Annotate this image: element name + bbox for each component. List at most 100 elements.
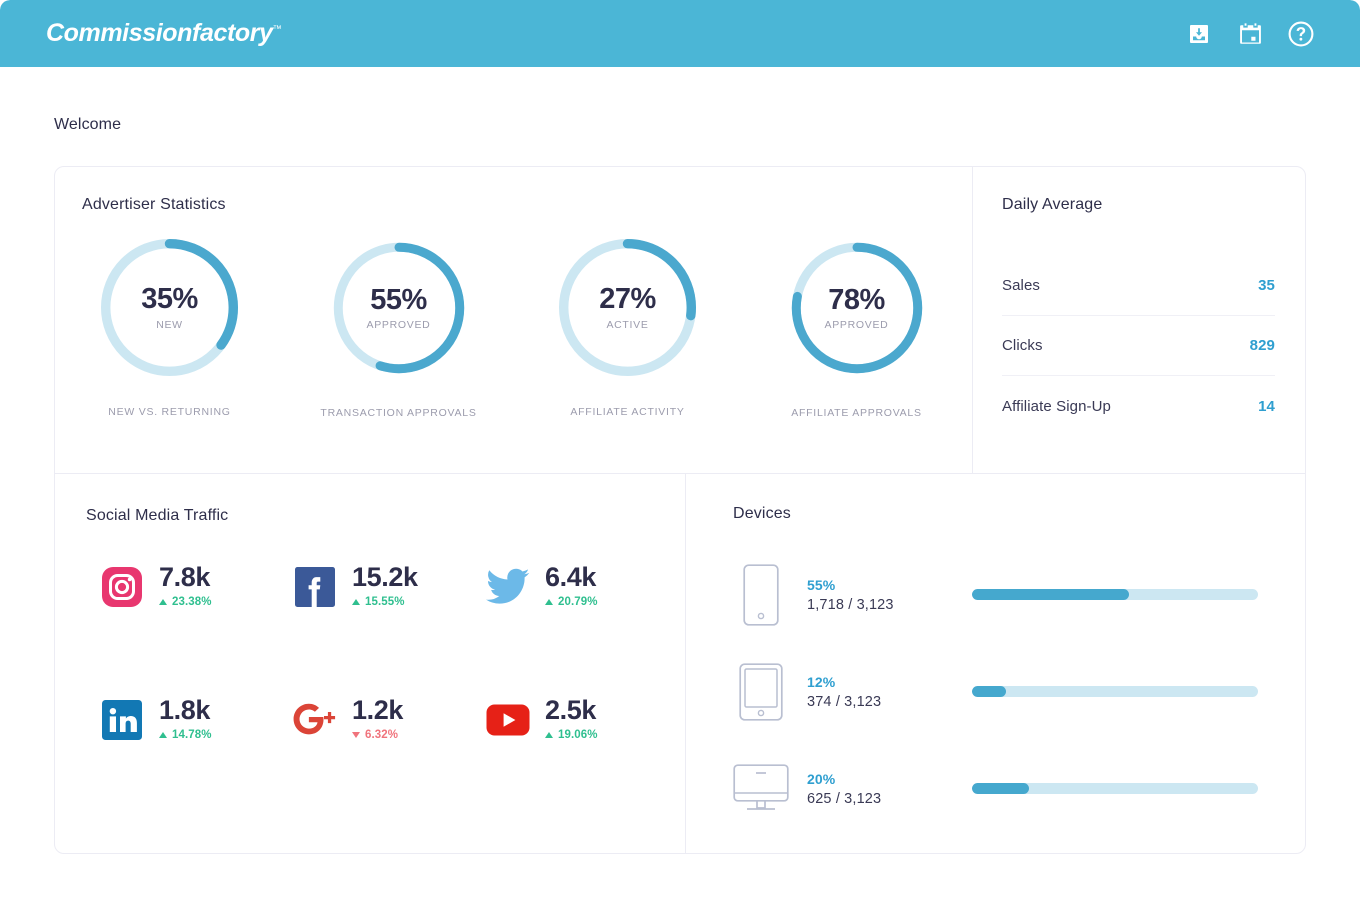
- social-count: 7.8k: [159, 562, 210, 592]
- daily-average-value: 14: [1258, 397, 1275, 415]
- social-media-traffic-panel: Social Media Traffic 7.8k 23.38%: [55, 474, 686, 853]
- mobile-phone-icon: [733, 563, 789, 626]
- social-count: 1.2k: [352, 695, 403, 725]
- help-icon[interactable]: [1288, 21, 1314, 47]
- donut-chart-group: 35% NEW NEW VS. RETURNING: [55, 235, 973, 419]
- devices-list: 55% 1,718 / 3,123 12% 374: [733, 546, 1258, 837]
- social-count: 2.5k: [545, 695, 596, 725]
- device-progress-bar: [972, 686, 1258, 697]
- donut-svg: [100, 238, 239, 377]
- device-fraction: 625 / 3,123: [807, 790, 882, 807]
- social-media-grid: 7.8k 23.38% 15.2k 15.55%: [100, 563, 665, 829]
- device-stats: 20% 625 / 3,123: [807, 771, 962, 807]
- device-stats: 12% 374 / 3,123: [807, 674, 962, 710]
- donut-new-vs-returning[interactable]: 35% NEW NEW VS. RETURNING: [55, 235, 284, 419]
- device-percent: 55%: [807, 576, 836, 593]
- donut-sublabel: ACTIVE: [606, 318, 649, 331]
- social-delta: 19.06%: [545, 729, 598, 741]
- device-progress-fill: [972, 686, 1007, 697]
- donut-svg: [333, 242, 464, 374]
- instagram-icon: [100, 565, 144, 609]
- social-count: 15.2k: [352, 562, 418, 592]
- download-inbox-icon[interactable]: [1186, 21, 1212, 47]
- social-delta-value: 6.32%: [365, 729, 399, 742]
- daily-average-row-sales[interactable]: Sales 35: [1002, 256, 1275, 316]
- social-delta-value: 14.78%: [172, 729, 212, 742]
- arrow-up-icon: [159, 732, 167, 739]
- social-delta-value: 20.79%: [558, 596, 598, 609]
- google-plus-icon: [293, 698, 337, 742]
- daily-average-row-affiliate-signup[interactable]: Affiliate Sign-Up 14: [1002, 376, 1275, 436]
- brand-logo-text: Commissionfactory: [46, 19, 273, 47]
- brand-trademark: ™: [272, 23, 282, 34]
- social-delta: 6.32%: [352, 729, 403, 741]
- social-item-text: 1.8k 14.78%: [159, 696, 212, 741]
- advertiser-statistics-title: Advertiser Statistics: [82, 196, 226, 213]
- donut-sublabel: APPROVED: [824, 319, 889, 332]
- social-item-twitter[interactable]: 6.4k 20.79%: [486, 563, 679, 696]
- arrow-up-icon: [545, 732, 553, 739]
- device-progress-bar: [972, 589, 1258, 600]
- devices-panel: Devices 55% 1,718 / 3,123: [686, 474, 1305, 853]
- donut-ring: 35% NEW: [97, 235, 242, 380]
- advertiser-statistics-panel: Advertiser Statistics 35% NEW: [55, 167, 973, 473]
- app-header: Commissionfactory™: [0, 0, 1360, 67]
- donut-caption: AFFILIATE APPROVALS: [791, 407, 922, 419]
- tablet-icon: [733, 662, 789, 721]
- daily-average-list: Sales 35 Clicks 829 Affiliate Sign-Up 14: [1002, 256, 1275, 436]
- linkedin-icon: [100, 698, 144, 742]
- donut-transaction-approvals[interactable]: 55% APPROVED TRANSACTION APPROVALS: [284, 235, 513, 419]
- donut-svg: [791, 242, 922, 374]
- device-fraction: 374 / 3,123: [807, 693, 882, 710]
- twitter-icon: [486, 565, 530, 609]
- device-progress-fill: [972, 783, 1030, 794]
- page-title: Welcome: [54, 116, 122, 133]
- device-progress-bar: [972, 783, 1258, 794]
- device-percent: 12%: [807, 673, 836, 690]
- social-delta: 15.55%: [352, 596, 418, 608]
- daily-average-label: Affiliate Sign-Up: [1002, 397, 1111, 415]
- device-row-tablet[interactable]: 12% 374 / 3,123: [733, 643, 1258, 740]
- donut-percent: 35%: [141, 283, 198, 316]
- dashboard-top-row: Advertiser Statistics 35% NEW: [55, 167, 1305, 473]
- social-item-text: 15.2k 15.55%: [352, 563, 418, 608]
- social-item-text: 7.8k 23.38%: [159, 563, 212, 608]
- device-row-mobile[interactable]: 55% 1,718 / 3,123: [733, 546, 1258, 643]
- donut-caption: AFFILIATE ACTIVITY: [570, 406, 685, 418]
- facebook-icon: [293, 565, 337, 609]
- device-row-desktop[interactable]: 20% 625 / 3,123: [733, 740, 1258, 837]
- brand-logo[interactable]: Commissionfactory™: [46, 19, 282, 48]
- devices-title: Devices: [733, 505, 791, 522]
- social-count: 1.8k: [159, 695, 210, 725]
- donut-ring: 27% ACTIVE: [555, 235, 700, 380]
- social-count: 6.4k: [545, 562, 596, 592]
- social-item-instagram[interactable]: 7.8k 23.38%: [100, 563, 293, 696]
- donut-affiliate-activity[interactable]: 27% ACTIVE AFFILIATE ACTIVITY: [513, 235, 742, 419]
- social-delta: 23.38%: [159, 596, 212, 608]
- social-item-linkedin[interactable]: 1.8k 14.78%: [100, 696, 293, 829]
- arrow-up-icon: [352, 599, 360, 606]
- donut-affiliate-approvals[interactable]: 78% APPROVED AFFILIATE APPROVALS: [742, 235, 971, 419]
- youtube-icon: [486, 698, 530, 742]
- dashboard-card: Advertiser Statistics 35% NEW: [54, 166, 1306, 854]
- donut-svg: [558, 238, 697, 377]
- device-progress-fill: [972, 589, 1130, 600]
- social-item-text: 6.4k 20.79%: [545, 563, 598, 608]
- donut-center-labels: 78% APPROVED: [788, 239, 926, 377]
- donut-percent: 55%: [370, 283, 427, 316]
- social-delta-value: 15.55%: [365, 596, 405, 609]
- donut-sublabel: NEW: [156, 318, 183, 331]
- donut-percent: 27%: [599, 283, 656, 316]
- social-delta-value: 19.06%: [558, 729, 598, 742]
- social-media-traffic-title: Social Media Traffic: [86, 507, 229, 524]
- social-item-googleplus[interactable]: 1.2k 6.32%: [293, 696, 486, 829]
- daily-average-value: 829: [1249, 337, 1275, 354]
- social-item-text: 2.5k 19.06%: [545, 696, 598, 741]
- daily-average-value: 35: [1258, 277, 1275, 294]
- donut-center-labels: 55% APPROVED: [330, 239, 468, 377]
- daily-average-row-clicks[interactable]: Clicks 829: [1002, 316, 1275, 376]
- social-item-youtube[interactable]: 2.5k 19.06%: [486, 696, 679, 829]
- calendar-icon[interactable]: [1237, 21, 1263, 47]
- social-item-facebook[interactable]: 15.2k 15.55%: [293, 563, 486, 696]
